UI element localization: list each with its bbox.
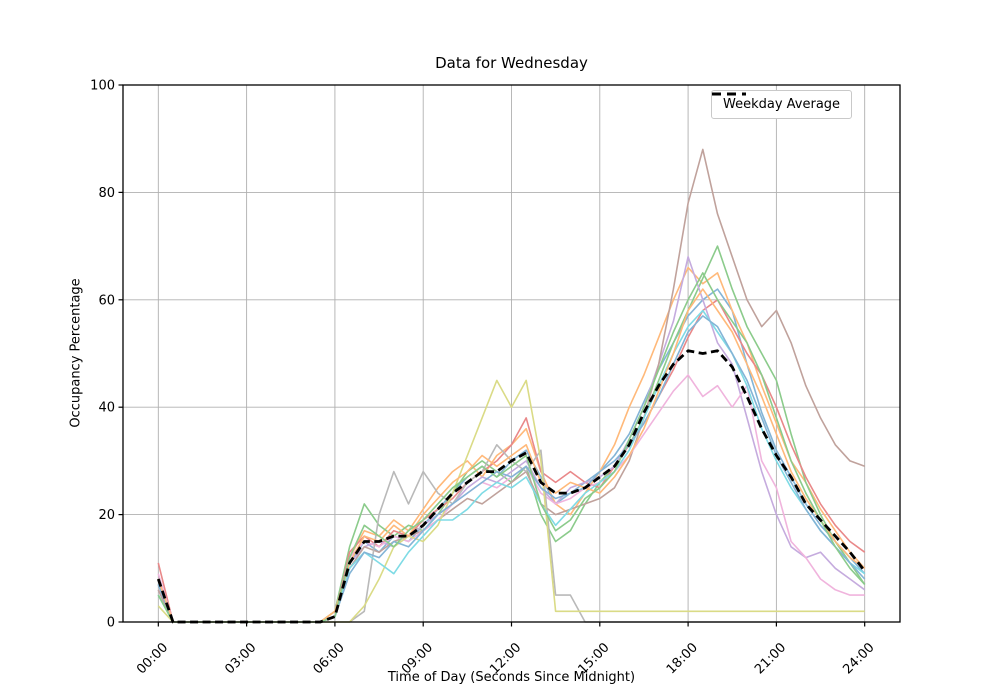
y-axis-label: Occupancy Percentage bbox=[68, 278, 84, 428]
y-tick-label: 20 bbox=[98, 508, 115, 523]
y-tick-label: 100 bbox=[90, 79, 115, 94]
x-axis-label: Time of Day (Seconds Since Midnight) bbox=[387, 670, 636, 685]
y-tick-label: 60 bbox=[98, 293, 115, 308]
y-tick-label: 80 bbox=[98, 186, 115, 201]
dashed-line-icon bbox=[712, 92, 746, 96]
legend-label: Weekday Average bbox=[723, 97, 841, 112]
y-tick-label: 0 bbox=[107, 616, 115, 631]
y-tick-label: 40 bbox=[98, 401, 115, 416]
series-line-weekday-average bbox=[156, 349, 866, 624]
legend: Weekday Average bbox=[711, 90, 853, 119]
chart-title: Data for Wednesday bbox=[435, 54, 588, 72]
